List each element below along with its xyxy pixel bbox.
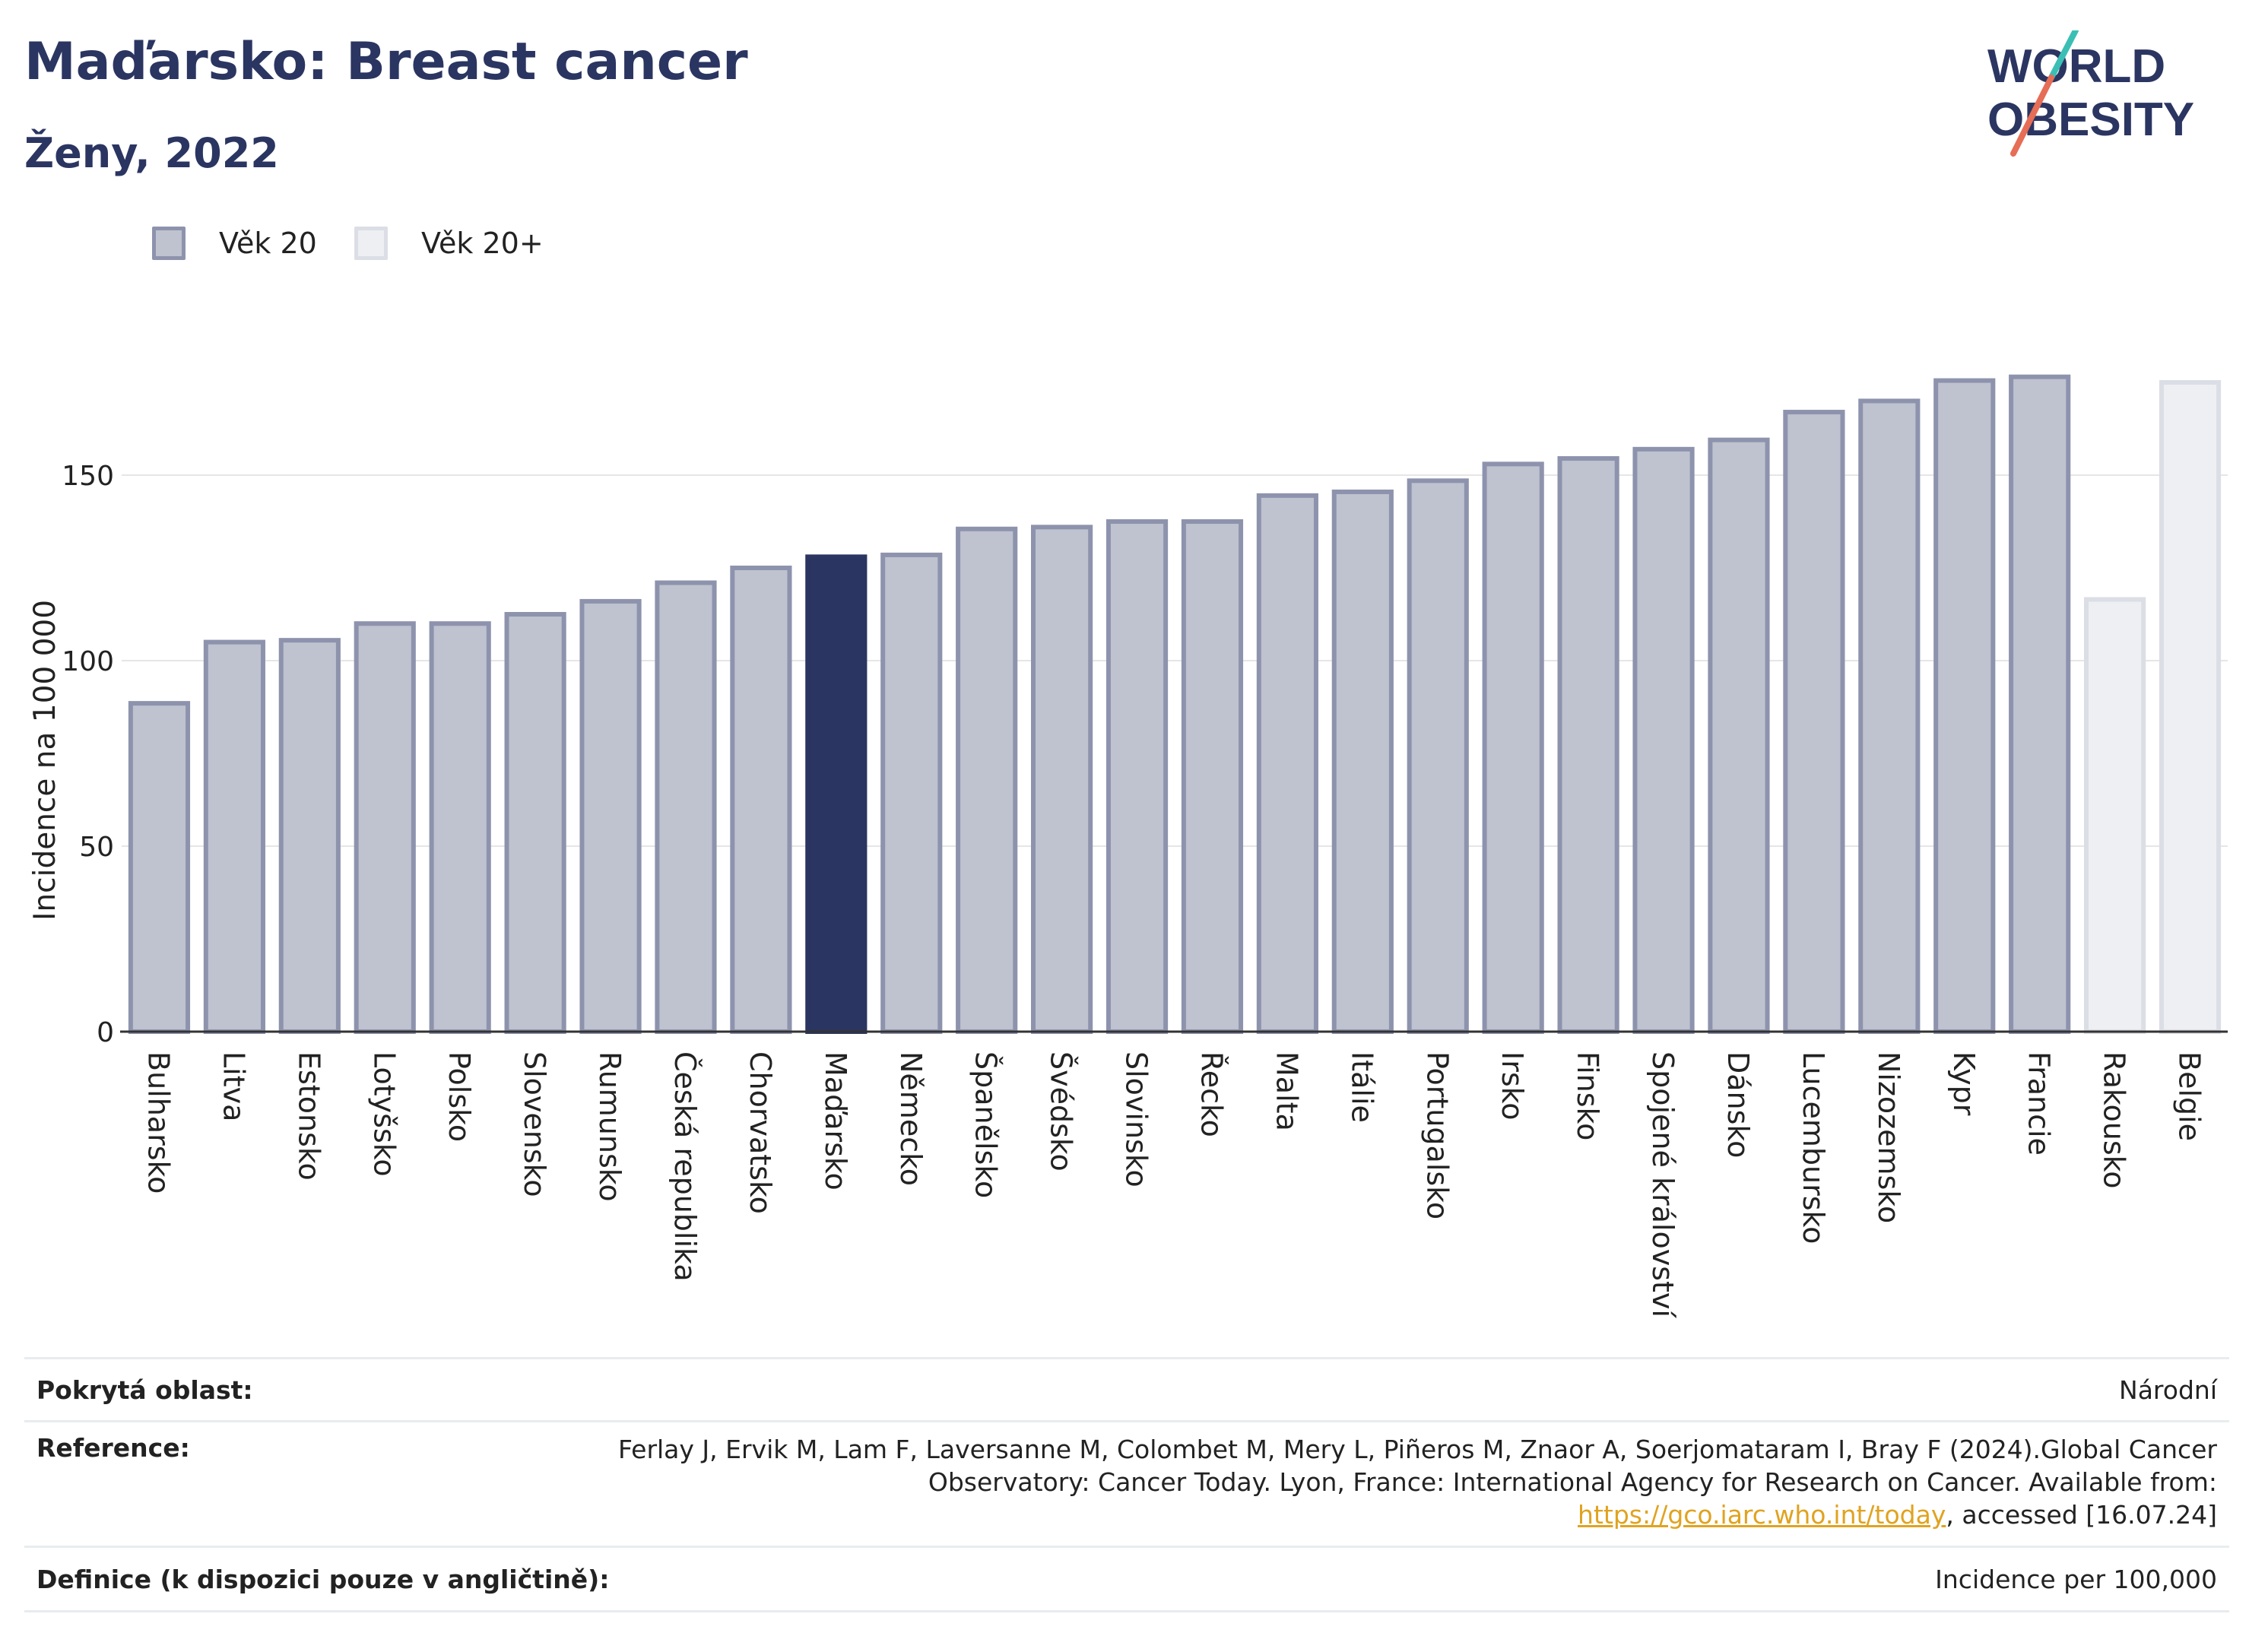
x-tick-label: Kypr	[1947, 1051, 1981, 1116]
bar[interactable]	[1407, 478, 1469, 1034]
footer-row-definition: Definice (k dispozici pouze v angličtině…	[24, 1546, 2229, 1612]
x-tick-label: Česká republika	[668, 1051, 702, 1282]
legend-swatch-age20	[152, 227, 186, 260]
bar[interactable]	[730, 566, 792, 1034]
x-tick-label: Lucembursko	[1797, 1051, 1830, 1244]
bar-chart: 0 50 100 150 Bulharsko Litva Estonsko Lotyšsko…	[28, 374, 2228, 1318]
x-tick-label: Rakousko	[2098, 1051, 2131, 1189]
bar[interactable]	[354, 621, 416, 1034]
bar[interactable]	[1331, 489, 1394, 1034]
bar[interactable]	[1256, 493, 1318, 1034]
y-tick-label: 50	[79, 832, 114, 863]
x-tick-label: Finsko	[1571, 1051, 1604, 1140]
bar[interactable]	[579, 598, 642, 1034]
x-tick-label: Litva	[217, 1051, 250, 1121]
y-tick-label: 150	[62, 461, 114, 492]
bar[interactable]	[1181, 519, 1244, 1034]
legend-item-age20plus[interactable]: Věk 20+	[354, 227, 544, 260]
bar[interactable]	[128, 701, 191, 1034]
y-tick-labels: 0 50 100 150	[62, 461, 114, 1048]
bar[interactable]	[278, 638, 341, 1034]
x-tick-label: Maďarsko	[819, 1051, 852, 1191]
bar[interactable]	[2159, 380, 2222, 1034]
x-tick-label: Portugalsko	[1420, 1051, 1454, 1219]
x-tick-labels: Bulharsko Litva Estonsko Lotyšsko Polsko Slov…	[141, 1051, 2206, 1318]
bar[interactable]	[655, 580, 717, 1034]
legend-swatch-age20plus	[354, 227, 388, 260]
reference-label: Reference:	[36, 1433, 190, 1463]
reference-accessed: , accessed [16.07.24]	[1946, 1500, 2217, 1530]
y-axis-label: Incidence na 100 000	[28, 600, 62, 921]
bar[interactable]	[1557, 456, 1619, 1034]
y-tick-label: 0	[97, 1017, 114, 1048]
x-tick-label: Dánsko	[1721, 1051, 1755, 1158]
bar[interactable]	[429, 621, 491, 1034]
bar[interactable]	[2009, 374, 2071, 1034]
logo-line1: WORLD	[1987, 40, 2165, 93]
bar[interactable]	[2084, 597, 2146, 1034]
bar[interactable]	[1632, 446, 1695, 1034]
bar[interactable]	[1031, 525, 1093, 1034]
logo-slash-teal-icon	[2048, 30, 2079, 81]
x-tick-label: Španělsko	[969, 1051, 1003, 1198]
bar[interactable]	[1933, 378, 1996, 1034]
x-tick-label: Belgie	[2173, 1051, 2206, 1141]
bar[interactable]	[203, 639, 265, 1034]
page-title: Maďarsko: Breast cancer	[24, 32, 748, 92]
footer-row-coverage: Pokrytá oblast: Národní	[24, 1357, 2229, 1420]
bar[interactable]	[1482, 461, 1544, 1034]
x-tick-label: Rumunsko	[593, 1051, 626, 1202]
bar[interactable]	[880, 552, 943, 1034]
x-tick-label: Spojené království	[1646, 1051, 1680, 1318]
footer-table: Pokrytá oblast: Národní Reference: Ferla…	[24, 1357, 2229, 1612]
reference-value: Ferlay J, Ervik M, Lam F, Laversanne M, …	[605, 1433, 2229, 1531]
bar[interactable]	[1858, 398, 1921, 1034]
bar[interactable]	[1708, 437, 1770, 1034]
x-tick-label: Slovensko	[518, 1051, 551, 1197]
x-tick-label: Nizozemsko	[1872, 1051, 1905, 1223]
x-tick-label: Chorvatsko	[744, 1051, 777, 1214]
legend-item-age20[interactable]: Věk 20	[152, 227, 317, 260]
x-tick-label: Malta	[1270, 1051, 1303, 1131]
bar[interactable]	[956, 526, 1018, 1034]
definition-label: Definice (k dispozici pouze v angličtině…	[36, 1564, 610, 1594]
y-tick-label: 100	[62, 646, 114, 677]
bar[interactable]	[1105, 519, 1169, 1034]
x-tick-label: Francie	[2022, 1051, 2056, 1156]
x-tick-label: Irsko	[1496, 1051, 1529, 1121]
page-subtitle: Ženy, 2022	[24, 129, 279, 177]
x-tick-label: Polsko	[443, 1051, 476, 1142]
x-tick-label: Německo	[894, 1051, 928, 1186]
x-tick-label: Řecko	[1194, 1051, 1228, 1137]
legend-label-age20plus: Věk 20+	[421, 227, 544, 260]
bar[interactable]	[1783, 410, 1845, 1034]
x-tick-label: Slovinsko	[1120, 1051, 1153, 1187]
reference-text: Ferlay J, Ervik M, Lam F, Laversanne M, …	[617, 1435, 2217, 1497]
reference-link[interactable]: https://gco.iarc.who.int/today	[1578, 1500, 1946, 1530]
x-tick-label: Švédsko	[1045, 1051, 1078, 1172]
bar[interactable]	[805, 554, 868, 1034]
bar[interactable]	[504, 612, 566, 1034]
x-tick-label: Bulharsko	[141, 1051, 175, 1194]
world-obesity-logo: WORLD OBESITY	[1987, 30, 2194, 157]
coverage-label: Pokrytá oblast:	[36, 1375, 253, 1405]
legend-label-age20: Věk 20	[219, 227, 317, 260]
x-tick-label: Lotyšsko	[367, 1051, 401, 1177]
coverage-value: Národní	[2119, 1375, 2217, 1405]
chart-bars	[128, 374, 2222, 1034]
footer-row-reference: Reference: Ferlay J, Ervik M, Lam F, Lav…	[24, 1420, 2229, 1546]
logo-slash-red-icon	[2010, 75, 2054, 157]
x-tick-label: Estonsko	[292, 1051, 325, 1181]
definition-value: Incidence per 100,000	[1935, 1564, 2217, 1594]
x-tick-label: Itálie	[1345, 1051, 1378, 1123]
